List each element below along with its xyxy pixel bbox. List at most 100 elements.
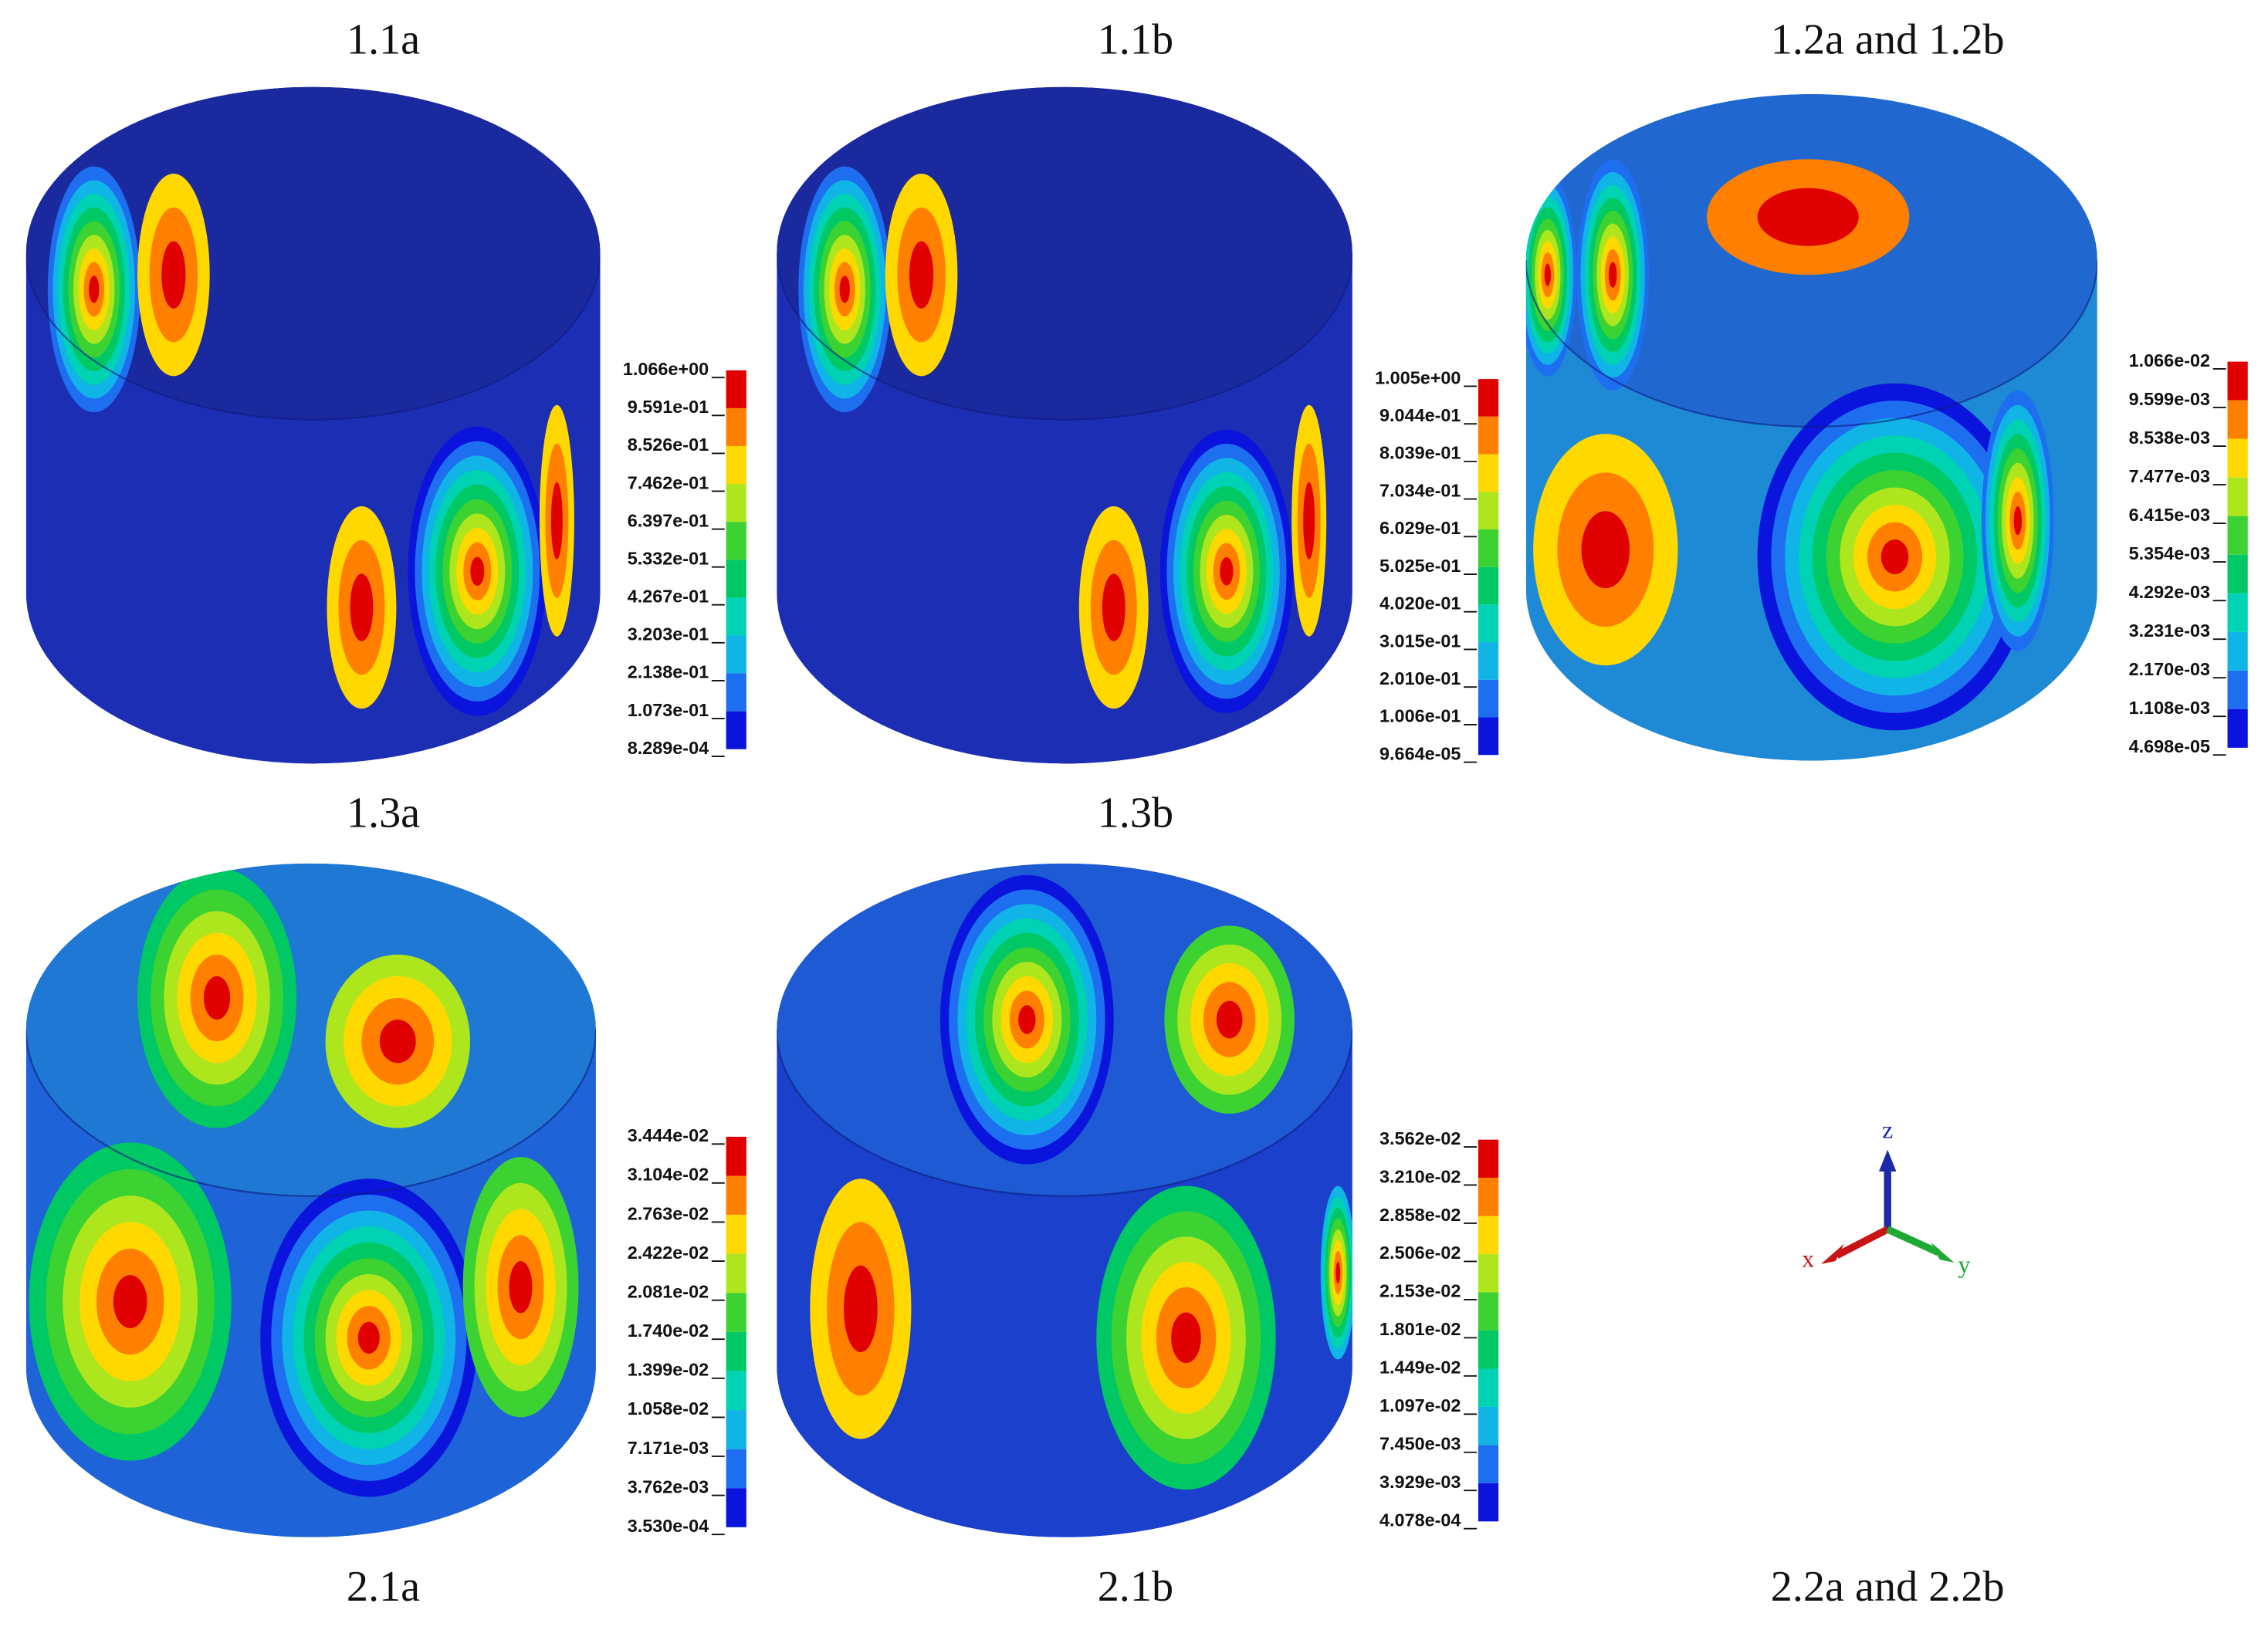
legend-swatch bbox=[726, 370, 746, 408]
contour-band bbox=[1544, 263, 1552, 286]
legend-swatch bbox=[726, 1175, 746, 1216]
legend-swatch bbox=[2227, 631, 2248, 671]
contour-band bbox=[839, 276, 850, 303]
legend-swatch bbox=[726, 597, 746, 636]
caption: 2.1a bbox=[347, 1563, 420, 1611]
legend-swatch bbox=[1478, 679, 1499, 718]
contour-band bbox=[1608, 262, 1617, 288]
legend-label: 2.858e-02 bbox=[1379, 1205, 1461, 1225]
caption: 1.3a bbox=[347, 790, 420, 837]
contour-band bbox=[509, 1261, 533, 1314]
legend-swatch bbox=[726, 522, 746, 560]
contour-plot bbox=[777, 86, 1352, 764]
contour-band bbox=[350, 573, 374, 641]
legend-label: 4.698e-05 bbox=[2129, 736, 2210, 756]
legend-swatch bbox=[726, 1293, 746, 1332]
legend-swatch bbox=[726, 673, 746, 712]
caption: 1.2a and 1.2b bbox=[1771, 15, 2005, 63]
legend-label: 7.171e-03 bbox=[628, 1438, 709, 1458]
legend-label: 4.020e-01 bbox=[1379, 593, 1461, 614]
contour-band bbox=[1581, 511, 1630, 589]
contour-band bbox=[2013, 506, 2023, 536]
cylinder-rim bbox=[777, 1030, 1352, 1197]
legend-label: 5.332e-01 bbox=[628, 548, 709, 568]
legend-label: 1.097e-02 bbox=[1379, 1395, 1461, 1415]
legend-swatch bbox=[726, 1488, 746, 1527]
legend-swatch bbox=[726, 1449, 746, 1489]
legend-label: 2.081e-02 bbox=[628, 1281, 709, 1301]
legend-label: 7.462e-01 bbox=[628, 472, 709, 492]
contour-band bbox=[203, 976, 231, 1020]
legend-swatch bbox=[1478, 1178, 1499, 1216]
legend-swatch bbox=[2227, 438, 2248, 478]
legend-label: 1.073e-01 bbox=[628, 700, 709, 720]
contour-band bbox=[1102, 573, 1126, 641]
contour-band bbox=[1216, 1000, 1243, 1039]
legend-label: 3.530e-04 bbox=[628, 1516, 709, 1536]
legend-label: 4.292e-03 bbox=[2129, 582, 2210, 602]
legend-swatch bbox=[726, 484, 746, 522]
legend-swatch bbox=[726, 711, 746, 749]
legend-label: 1.066e+00 bbox=[623, 359, 709, 379]
legend-swatch bbox=[1478, 642, 1499, 680]
legend-label: 1.740e-02 bbox=[628, 1321, 709, 1341]
legend-swatch bbox=[1478, 1483, 1499, 1522]
contour-band bbox=[844, 1265, 878, 1353]
axis-arrow bbox=[1835, 1226, 1890, 1259]
legend-label: 9.599e-03 bbox=[2129, 389, 2210, 409]
legend-swatch bbox=[1478, 1139, 1499, 1179]
legend-label: 6.029e-01 bbox=[1379, 518, 1461, 538]
contour-plot bbox=[25, 863, 596, 1537]
legend-label: 1.066e-02 bbox=[2129, 350, 2210, 370]
legend-swatch bbox=[726, 1253, 746, 1294]
legend-label: 7.034e-01 bbox=[1379, 480, 1461, 500]
legend-swatch bbox=[726, 560, 746, 598]
legend-swatch bbox=[2227, 361, 2248, 401]
legend-label: 9.044e-01 bbox=[1379, 405, 1461, 425]
legend-label: 1.058e-02 bbox=[628, 1398, 709, 1419]
legend-label: 8.039e-01 bbox=[1379, 443, 1461, 463]
legend-label: 2.138e-01 bbox=[628, 662, 709, 682]
caption: 1.1b bbox=[1098, 15, 1173, 63]
contour-band bbox=[89, 276, 100, 303]
legend-swatch bbox=[1478, 566, 1499, 605]
legend-label: 3.015e-01 bbox=[1379, 631, 1461, 651]
legend-swatch bbox=[2227, 516, 2248, 555]
contour-plot bbox=[777, 863, 1352, 1537]
legend-swatch bbox=[2227, 670, 2248, 709]
legend-label: 2.422e-02 bbox=[628, 1243, 709, 1263]
legend-swatch bbox=[2227, 477, 2248, 516]
legend-swatch bbox=[726, 446, 746, 485]
legend-label: 3.203e-01 bbox=[628, 624, 709, 644]
legend-swatch bbox=[1478, 1254, 1499, 1293]
legend-swatch bbox=[1478, 379, 1499, 417]
legend-label: 1.005e+00 bbox=[1375, 367, 1461, 387]
legend-label: 6.415e-03 bbox=[2129, 505, 2210, 525]
legend-label: 8.526e-01 bbox=[628, 435, 709, 455]
legend-swatch bbox=[1478, 529, 1499, 567]
cylinder-rim bbox=[1525, 260, 2097, 428]
legend-label: 1.399e-02 bbox=[628, 1360, 709, 1380]
legend-swatch bbox=[1478, 1445, 1499, 1483]
legend-label: 2.763e-02 bbox=[628, 1203, 709, 1223]
legend-swatch bbox=[1478, 454, 1499, 492]
axis-head bbox=[1878, 1149, 1897, 1172]
contour-band bbox=[1303, 482, 1315, 560]
legend-label: 5.354e-03 bbox=[2129, 543, 2210, 563]
legend-label: 8.289e-04 bbox=[628, 738, 709, 758]
contour-plot bbox=[1525, 93, 2097, 761]
legend-swatch bbox=[1478, 717, 1499, 756]
legend-swatch bbox=[1478, 416, 1499, 455]
legend-swatch bbox=[1478, 1368, 1499, 1407]
legend-swatch bbox=[2227, 593, 2248, 632]
legend-label: 3.104e-02 bbox=[628, 1165, 709, 1185]
contour-band bbox=[1335, 1261, 1341, 1284]
legend-swatch bbox=[1478, 1216, 1499, 1255]
legend-swatch bbox=[726, 1215, 746, 1254]
legend-swatch bbox=[1478, 1292, 1499, 1331]
legend-swatch bbox=[726, 1371, 746, 1411]
contour-band bbox=[550, 482, 563, 560]
legend-label: 9.664e-05 bbox=[1379, 743, 1461, 763]
legend-label: 8.538e-03 bbox=[2129, 428, 2210, 448]
